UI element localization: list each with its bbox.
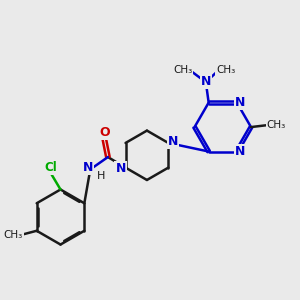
Text: N: N (83, 161, 93, 175)
Text: N: N (235, 96, 245, 109)
Text: CH₃: CH₃ (173, 65, 193, 75)
Text: H: H (97, 171, 105, 181)
Text: Cl: Cl (44, 161, 57, 174)
Text: CH₃: CH₃ (216, 65, 236, 75)
Text: CH₃: CH₃ (267, 120, 286, 130)
Text: O: O (99, 126, 110, 139)
Text: CH₃: CH₃ (4, 230, 23, 240)
Text: N: N (116, 162, 126, 175)
Text: N: N (201, 75, 211, 88)
Text: N: N (168, 135, 178, 148)
Text: N: N (235, 145, 245, 158)
